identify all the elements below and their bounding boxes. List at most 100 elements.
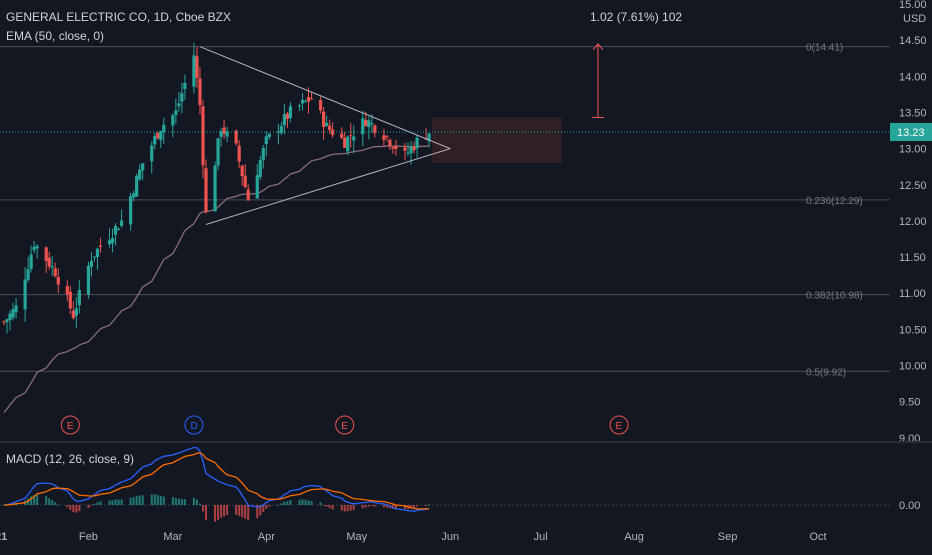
event-marker [184, 415, 204, 435]
x-tick-label: Aug [624, 531, 644, 543]
macd-histogram-bar [346, 505, 349, 512]
candle-body [138, 169, 142, 180]
macd-histogram-bar [238, 505, 241, 516]
macd-histogram-bar [428, 504, 431, 506]
currency-label: USD [903, 13, 926, 25]
x-tick-label: May [346, 531, 367, 543]
macd-histogram-bar [223, 505, 226, 517]
candle-body [285, 113, 290, 119]
candle-body [321, 111, 326, 127]
candle-body [53, 268, 57, 277]
candle-body [74, 308, 78, 316]
macd-histogram-bar [298, 499, 301, 505]
candle-body [309, 98, 314, 100]
x-tick-label: Sep [718, 531, 738, 543]
candle-body [240, 165, 244, 177]
candle-body [382, 135, 386, 140]
candle-body [14, 305, 18, 313]
candle-body [370, 123, 374, 125]
fib-label: 0.382(10.98) [806, 291, 863, 302]
candle-body [303, 100, 308, 102]
macd-histogram-bar [304, 499, 307, 505]
y-tick-label: 13.00 [899, 144, 927, 156]
candle-body [135, 175, 139, 197]
macd-histogram-bar [331, 505, 334, 510]
candle-body [349, 135, 353, 137]
candle-body [367, 120, 371, 128]
macd-histogram-bar [425, 505, 428, 506]
x-tick-label: Jun [441, 531, 459, 543]
candle-body [282, 114, 286, 126]
y-tick-label: 12.00 [899, 216, 927, 228]
candle-body [415, 137, 419, 149]
macd-histogram-bar [183, 499, 186, 505]
x-tick-label: 2021 [0, 531, 7, 543]
candle-body [340, 133, 344, 138]
macd-histogram-bar [96, 502, 99, 505]
candle-body [352, 136, 356, 141]
macd-histogram-bar [280, 503, 283, 505]
macd-histogram-bar [262, 505, 265, 513]
candle-body [222, 127, 226, 134]
candle-body [35, 246, 39, 249]
candle-body [77, 290, 81, 306]
candle-body [427, 133, 431, 142]
macd-histogram-bar [138, 495, 141, 505]
event-marker [335, 415, 355, 435]
x-tick-label: Oct [809, 531, 826, 543]
macd-histogram-bar [205, 505, 208, 521]
candle-body [119, 220, 124, 226]
candle-body [237, 145, 241, 162]
candle-body [68, 291, 72, 309]
candle-body [201, 106, 205, 166]
candle-body [288, 106, 293, 119]
macd-histogram-bar [201, 505, 204, 512]
candle-body [306, 97, 311, 102]
macd-histogram-bar [129, 497, 132, 505]
candle-body [331, 129, 335, 136]
macd-histogram-bar [162, 496, 165, 505]
macd-histogram-bar [45, 496, 48, 505]
macd-histogram-bar [99, 501, 102, 505]
macd-histogram-bar [48, 498, 51, 505]
candle-body [116, 228, 121, 231]
macd-histogram-bar [367, 505, 370, 507]
candle-body [171, 114, 175, 126]
macd-histogram-bar [340, 505, 343, 511]
candle-body [180, 93, 184, 102]
candle-body [192, 55, 196, 87]
candle-body [95, 248, 100, 257]
macd-histogram-bar [180, 499, 183, 505]
y-tick-label: 15.00 [899, 0, 927, 11]
candle-body [132, 193, 136, 198]
candle-body [50, 266, 54, 268]
macd-histogram-bar [78, 505, 81, 512]
candle-body [325, 122, 329, 126]
y-tick-label: 13.50 [899, 107, 927, 119]
candle-body [409, 147, 413, 154]
fib-label: 0.236(12.29) [806, 196, 863, 207]
macd-histogram-bar [150, 494, 153, 505]
candle-body [71, 310, 75, 318]
candle-body [8, 313, 12, 321]
candle-body [204, 168, 208, 212]
fib-label: 0(14.41) [806, 43, 843, 54]
macd-histogram-bar [373, 505, 376, 507]
macd-histogram-bar [403, 505, 406, 509]
macd-histogram-bar [364, 505, 367, 508]
macd-zero-label: 0.00 [899, 500, 920, 512]
candle-body [385, 136, 389, 138]
macd-histogram-bar [30, 496, 33, 505]
candle-body [156, 132, 160, 139]
candle-body [412, 147, 416, 151]
x-tick-label: Mar [163, 531, 182, 543]
candle-body [195, 56, 199, 78]
macd-legend: MACD (12, 26, close, 9) [6, 452, 135, 466]
event-marker [60, 415, 80, 435]
candle-body [11, 309, 15, 318]
macd-histogram-bar [69, 505, 72, 510]
macd-histogram-bar [416, 505, 419, 507]
macd-histogram-bar [132, 497, 135, 505]
